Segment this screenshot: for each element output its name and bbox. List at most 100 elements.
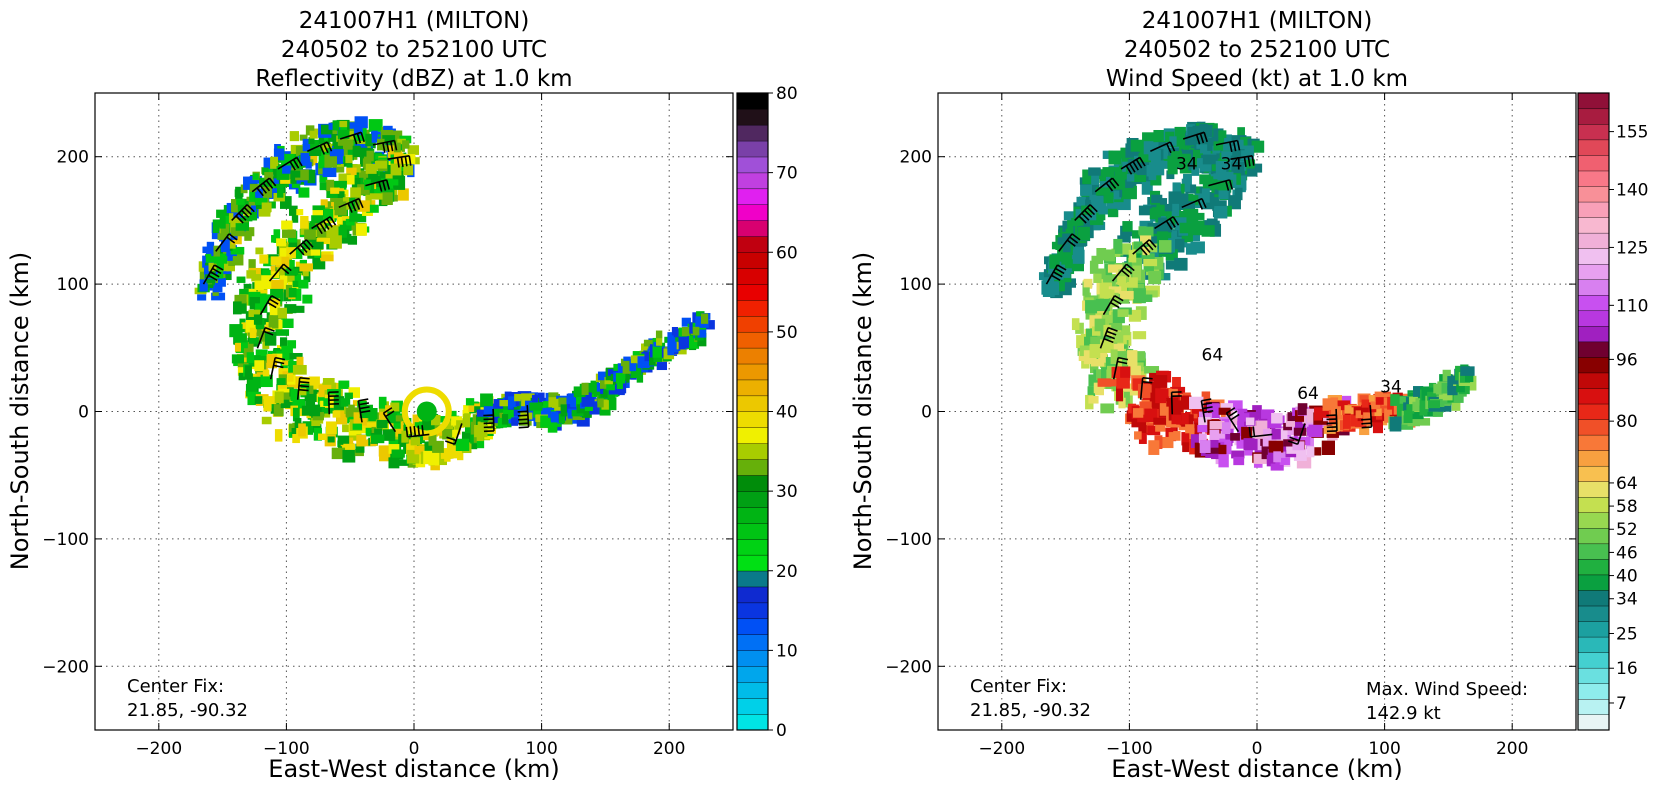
wind-cell — [1293, 427, 1307, 436]
reflectivity-x-axis-label: East-West distance (km) — [268, 755, 559, 783]
wind-cell — [1076, 196, 1086, 206]
reflectivity-colorbar-bin — [736, 283, 769, 301]
reflectivity-colorbar-bin — [736, 172, 769, 190]
reflectivity-cell — [330, 187, 340, 194]
wind-cell — [1076, 335, 1085, 349]
wind-colorbar-bin — [1577, 341, 1610, 358]
reflectivity-cell — [655, 330, 663, 339]
wind-barb-staff — [1132, 239, 1150, 255]
reflectivity-cell — [412, 414, 419, 425]
reflectivity-cell — [261, 202, 272, 213]
reflectivity-cell — [370, 434, 385, 444]
reflectivity-cell — [637, 356, 650, 369]
wind-cell — [1107, 264, 1123, 273]
reflectivity-colorbar-bin — [736, 236, 769, 253]
reflectivity-cell — [362, 419, 377, 429]
reflectivity-cell — [590, 380, 599, 393]
reflectivity-cell — [277, 385, 287, 392]
wind-cell — [1181, 153, 1191, 164]
reflectivity-cell — [369, 193, 383, 200]
reflectivity-cell — [567, 402, 580, 417]
wind-cell — [1120, 325, 1131, 336]
reflectivity-cell — [403, 164, 414, 176]
wind-barb-feather — [1202, 406, 1213, 410]
reflectivity-colorbar-bin — [736, 156, 769, 174]
reflectivity-cell — [259, 177, 273, 188]
reflectivity-barb-feather — [518, 426, 529, 429]
reflectivity-cell — [288, 272, 298, 283]
reflectivity-cell — [245, 319, 257, 333]
wind-cell — [1228, 400, 1243, 411]
reflectivity-cell — [393, 152, 404, 166]
reflectivity-cell — [287, 340, 297, 349]
reflectivity-colorbar-tick-label: 40 — [776, 403, 798, 423]
wind-cell — [1117, 235, 1131, 243]
reflectivity-barb-feather — [212, 267, 222, 275]
reflectivity-cell — [347, 235, 358, 245]
reflectivity-cell — [345, 407, 360, 417]
reflectivity-title-line-1: 241007H1 (MILTON) — [299, 8, 530, 34]
wind-cell — [1328, 409, 1338, 425]
reflectivity-colorbar-bin — [736, 427, 769, 444]
reflectivity-cell — [519, 415, 532, 426]
wind-cell — [1085, 300, 1098, 314]
reflectivity-cell — [667, 343, 679, 353]
reflectivity-cell — [325, 421, 337, 435]
wind-cell — [1253, 453, 1267, 464]
reflectivity-cell — [407, 145, 420, 155]
wind-cell — [1232, 149, 1245, 161]
wind-barb-feather — [1069, 236, 1079, 244]
reflectivity-cell — [550, 411, 559, 423]
wind-cell — [1157, 222, 1172, 233]
wind-cell — [1210, 439, 1219, 448]
wind-x-tick-label: 200 — [1496, 739, 1528, 759]
reflectivity-barb-staff — [231, 204, 248, 221]
reflectivity-barb-feather — [446, 436, 457, 442]
reflectivity-cell — [199, 279, 208, 292]
reflectivity-cell — [309, 149, 322, 156]
wind-barb-feather — [1169, 218, 1176, 228]
wind-cell — [1323, 425, 1336, 434]
reflectivity-cell — [338, 173, 351, 184]
reflectivity-barb-feather — [517, 414, 528, 417]
reflectivity-barb-feather — [263, 330, 274, 336]
reflectivity-barb-feather — [271, 294, 281, 302]
reflectivity-cell — [382, 135, 396, 145]
reflectivity-cell — [365, 427, 374, 437]
wind-cell — [1125, 388, 1139, 396]
wind-colorbar-bin — [1577, 434, 1610, 451]
reflectivity-barb-feather — [265, 180, 274, 189]
wind-cell — [1295, 417, 1305, 429]
wind-cell — [1146, 165, 1156, 177]
reflectivity-cell — [220, 223, 230, 235]
wind-barb-staff — [1335, 408, 1338, 431]
wind-barb-feather — [1229, 141, 1233, 153]
wind-cell — [1237, 175, 1247, 191]
wind-cell — [1241, 426, 1253, 440]
wind-cell — [1251, 140, 1265, 153]
wind-cell — [1130, 139, 1144, 152]
reflectivity-cell — [456, 420, 468, 427]
wind-cell — [1088, 395, 1099, 404]
reflectivity-cell — [299, 263, 313, 272]
wind-colorbar-bin — [1577, 232, 1610, 249]
reflectivity-cell — [276, 238, 287, 247]
reflectivity-barb-feather — [289, 161, 296, 171]
reflectivity-colorbar-bin — [736, 363, 769, 381]
wind-cell — [1204, 124, 1213, 137]
wind-barb-feather — [1236, 140, 1241, 151]
wind-barb-feather — [1108, 180, 1117, 189]
wind-cell — [1156, 204, 1167, 217]
wind-colorbar-bin — [1577, 589, 1610, 607]
wind-cell — [1181, 232, 1193, 243]
wind-colorbar-tick-label: 155 — [1616, 123, 1648, 143]
reflectivity-cell — [607, 369, 618, 376]
reflectivity-cell — [225, 254, 234, 261]
wind-cell — [1138, 205, 1154, 216]
reflectivity-cell — [442, 426, 454, 440]
reflectivity-cell — [548, 392, 559, 401]
wind-contour-label: 34 — [1221, 154, 1243, 174]
wind-cell — [1238, 413, 1250, 422]
wind-cell — [1223, 158, 1233, 169]
wind-cell — [1093, 382, 1102, 394]
